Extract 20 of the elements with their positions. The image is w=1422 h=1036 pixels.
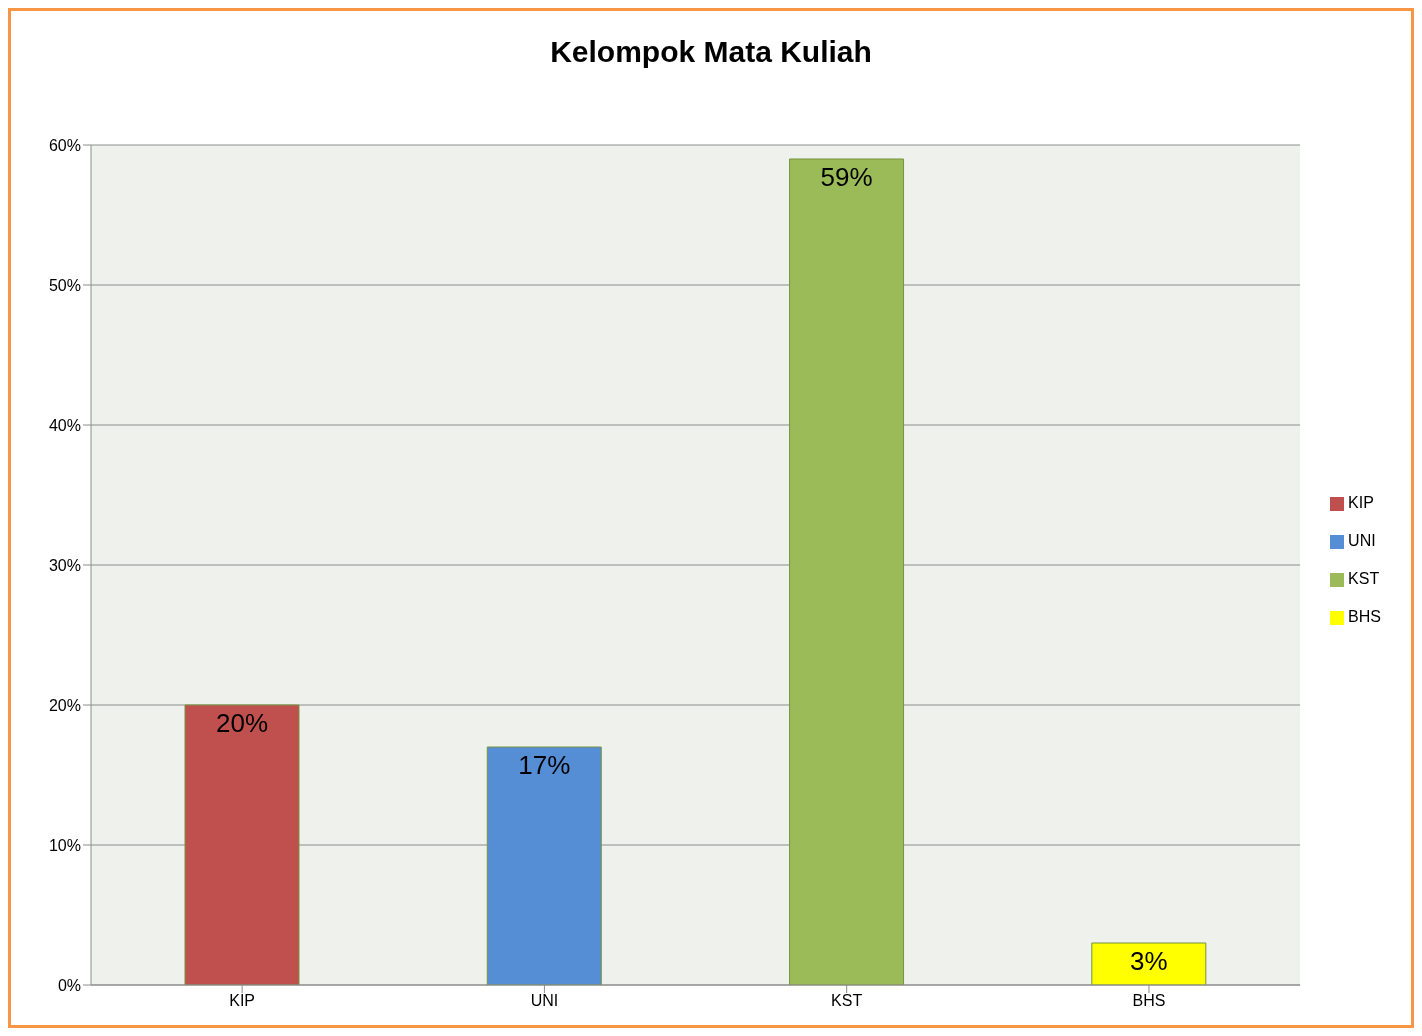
data-label: 3% <box>1130 946 1168 977</box>
y-tick-label: 50% <box>48 276 81 294</box>
chart-title: Kelompok Mata Kuliah <box>549 34 873 70</box>
x-tick-label: KST <box>831 992 863 1010</box>
y-tick-label: 30% <box>48 556 81 574</box>
legend-label: KIP <box>1348 494 1374 511</box>
legend-label: BHS <box>1348 608 1381 625</box>
x-tick-label: BHS <box>1132 992 1166 1010</box>
data-label: 20% <box>215 708 269 739</box>
y-tick-label: 60% <box>48 136 81 154</box>
legend-label: UNI <box>1348 532 1376 549</box>
x-tick-label: UNI <box>530 992 559 1010</box>
y-tick-label: 10% <box>48 836 81 854</box>
data-label: 17% <box>518 750 571 781</box>
y-tick-label: 0% <box>57 976 81 994</box>
y-tick-label: 40% <box>48 416 81 434</box>
data-label: 59% <box>820 162 873 193</box>
y-tick-label: 20% <box>48 696 81 714</box>
legend-label: KST <box>1348 570 1380 587</box>
x-tick-label: KIP <box>229 992 256 1010</box>
